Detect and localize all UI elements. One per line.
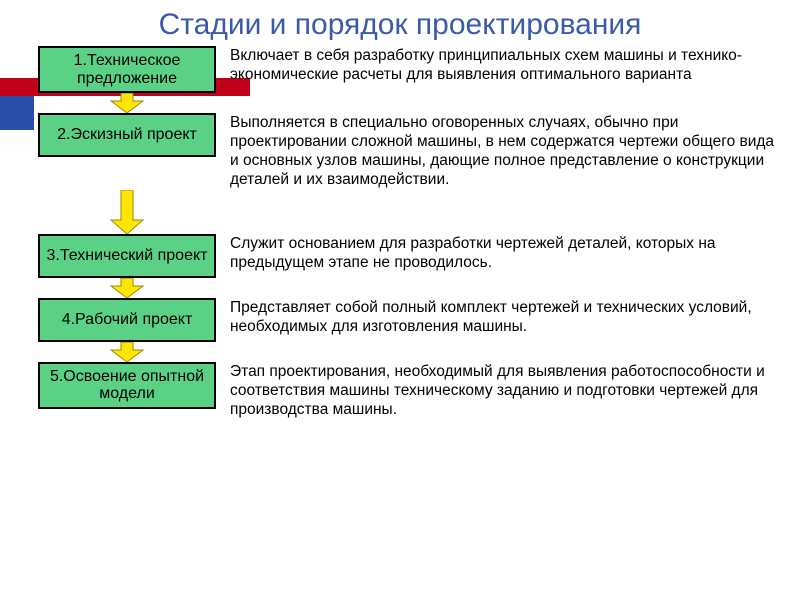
stage-row: 5.Освоение опытной модели Этап проектиро… [38,362,782,420]
arrow-down-icon [38,342,216,362]
stage-box-3: 3.Технический проект [38,234,216,278]
stage-row: 3.Технический проект Служит основанием д… [38,234,782,278]
stage-box-5: 5.Освоение опытной модели [38,362,216,409]
stage-desc-4: Представляет собой полный комплект черте… [230,298,782,337]
stage-desc-1: Включает в себя разработку принципиальны… [230,46,782,85]
page-title: Стадии и порядок проектирования [0,0,800,46]
arrow-row [38,190,782,234]
stage-box-4: 4.Рабочий проект [38,298,216,342]
arrow-row [38,278,782,298]
arrow-row [38,93,782,113]
stage-desc-3: Служит основанием для разработки чертеже… [230,234,782,273]
stage-box-2: 2.Эскизный проект [38,113,216,157]
stage-row: 1.Техническое предложение Включает в себ… [38,46,782,93]
arrow-row [38,342,782,362]
arrow-down-icon [38,190,216,234]
arrow-down-icon [38,93,216,113]
arrow-down-icon [38,278,216,298]
stage-row: 4.Рабочий проект Представляет собой полн… [38,298,782,342]
stage-box-1: 1.Техническое предложение [38,46,216,93]
stage-row: 2.Эскизный проект Выполняется в специаль… [38,113,782,190]
diagram-content: 1.Техническое предложение Включает в себ… [0,46,800,420]
stage-desc-2: Выполняется в специально оговоренных слу… [230,113,782,190]
stage-desc-5: Этап проектирования, необходимый для выя… [230,362,782,420]
